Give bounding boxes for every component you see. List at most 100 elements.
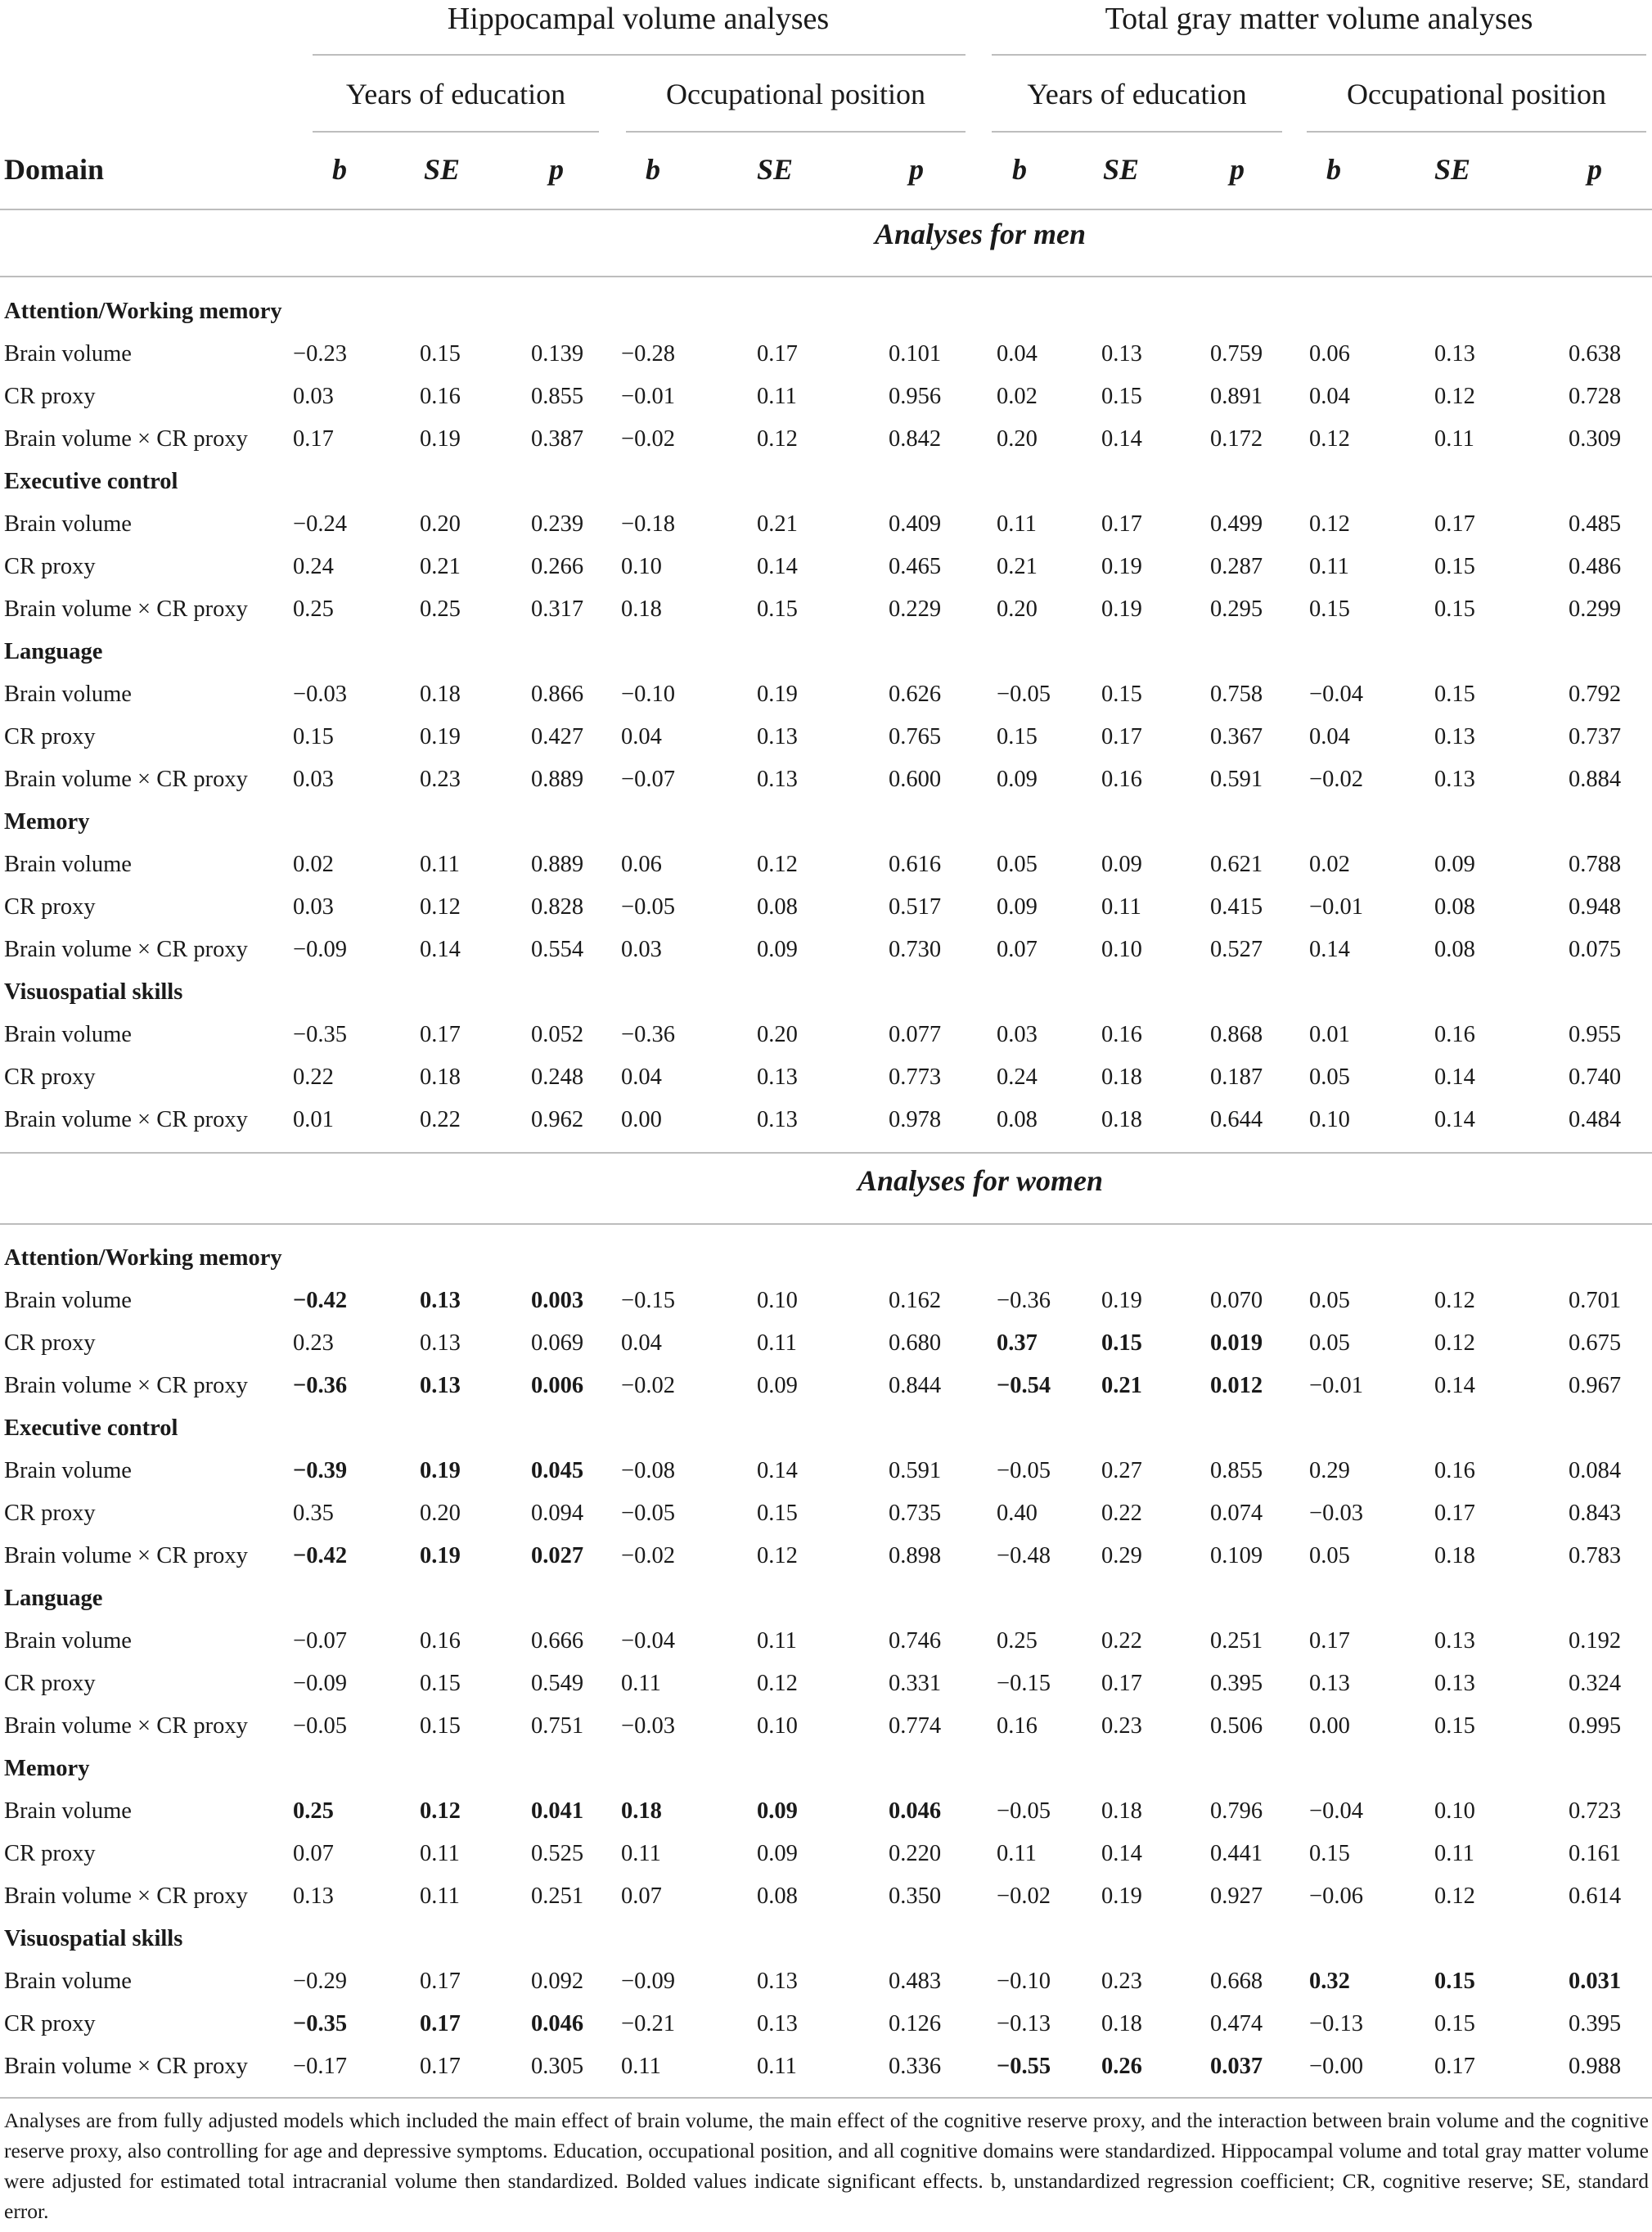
table-cell: −0.24	[293, 511, 347, 537]
table-cell: −0.01	[1309, 1373, 1363, 1398]
table-cell: 0.751	[531, 1713, 584, 1739]
table-cell: −0.02	[621, 426, 675, 452]
table-cell: 0.324	[1569, 1671, 1622, 1696]
table-row: CR proxy −0.09 0.15 0.549 0.11 0.12 0.331 −0.15…	[0, 1663, 1652, 1705]
table-row: Brain volume −0.39 0.19 0.045 −0.08 0.14 0.591…	[0, 1450, 1652, 1492]
table-cell: 0.10	[757, 1288, 798, 1313]
table-cell: 0.04	[997, 341, 1038, 367]
table-cell: 0.746	[889, 1628, 942, 1654]
table-cell: −0.29	[293, 1969, 347, 1994]
row-label: Brain volume × CR proxy	[4, 1107, 248, 1132]
table-cell: 0.12	[1434, 1330, 1475, 1356]
table-cell: 0.486	[1569, 554, 1622, 579]
table-cell: 0.251	[531, 1883, 584, 1909]
table-row: Brain volume −0.35 0.17 0.052 −0.36 0.20 0.077…	[0, 1014, 1652, 1056]
table-cell: 0.828	[531, 894, 584, 920]
table-cell: 0.16	[1101, 1022, 1142, 1047]
domain-row: Executive control	[0, 1407, 1652, 1450]
table-cell: 0.13	[1101, 341, 1142, 367]
table-cell: −0.04	[1309, 682, 1363, 707]
table-cell: 0.13	[757, 1969, 798, 1994]
table-cell: −0.28	[621, 341, 675, 367]
table-cell: 0.13	[757, 767, 798, 792]
table-cell: 0.20	[997, 426, 1038, 452]
table-cell: 0.18	[1434, 1543, 1475, 1568]
table-cell: −0.03	[293, 682, 347, 707]
table-cell: 0.15	[420, 1671, 461, 1696]
table-cell: 0.11	[1101, 894, 1141, 920]
table-cell: 0.03	[293, 384, 334, 409]
domain-name: Language	[4, 1586, 103, 1611]
table-cell: 0.22	[293, 1064, 334, 1090]
table-row: CR proxy 0.03 0.16 0.855 −0.01 0.11 0.956 0.02 0…	[0, 376, 1652, 418]
row-label: CR proxy	[4, 1841, 96, 1866]
table-cell: 0.19	[420, 1458, 461, 1483]
table-cell: −0.04	[1309, 1798, 1363, 1824]
col-header-p-4: p	[1587, 153, 1602, 186]
table-cell: 0.19	[757, 682, 798, 707]
row-label: Brain volume × CR proxy	[4, 1373, 248, 1398]
table-cell: 0.09	[997, 894, 1038, 920]
table-cell: 0.13	[1434, 767, 1475, 792]
table-cell: 0.17	[1101, 1671, 1142, 1696]
table-cell: −0.03	[621, 1713, 675, 1739]
table-cell: 0.18	[1101, 1798, 1142, 1824]
table-cell: −0.09	[293, 937, 347, 962]
table-cell: −0.05	[621, 1501, 675, 1526]
row-label: Brain volume × CR proxy	[4, 426, 248, 452]
table-cell: 0.266	[531, 554, 584, 579]
table-cell: 0.740	[1569, 1064, 1622, 1090]
table-cell: 0.591	[1210, 767, 1263, 792]
table-cell: 0.15	[757, 596, 798, 622]
table-cell: 0.680	[889, 1330, 942, 1356]
table-cell: −0.10	[997, 1969, 1051, 1994]
table-cell: 0.287	[1210, 554, 1263, 579]
table-cell: 0.792	[1569, 682, 1622, 707]
table-row: CR proxy 0.23 0.13 0.069 0.04 0.11 0.680 0.37 0.…	[0, 1322, 1652, 1365]
domain-name: Attention/Working memory	[4, 299, 282, 324]
table-cell: −0.42	[293, 1288, 348, 1313]
table-row: CR proxy 0.24 0.21 0.266 0.10 0.14 0.465 0.21 0.…	[0, 546, 1652, 588]
row-label: CR proxy	[4, 1671, 96, 1696]
table-cell: 0.12	[1309, 511, 1350, 537]
table-cell: −0.10	[621, 682, 675, 707]
table-cell: −0.00	[1309, 2054, 1363, 2079]
table-row: Brain volume × CR proxy −0.09 0.14 0.554 0.0…	[0, 929, 1652, 971]
domain-column-header: Domain	[4, 153, 105, 186]
table-cell: 0.889	[531, 852, 584, 877]
domain-name: Memory	[4, 1756, 90, 1781]
table-cell: 0.19	[1101, 1288, 1142, 1313]
table-cell: 0.10	[1309, 1107, 1350, 1132]
group-header-gray-matter: Total gray matter volume analyses	[1105, 2, 1533, 36]
table-cell: 0.13	[1434, 1671, 1475, 1696]
col-header-se-1: SE	[423, 153, 461, 186]
table-cell: 0.172	[1210, 426, 1263, 452]
table-cell: 0.21	[757, 511, 798, 537]
section-title: Analyses for men	[0, 217, 1652, 251]
table-cell: 0.14	[1434, 1064, 1475, 1090]
col-header-b-3: b	[1012, 153, 1027, 186]
table-cell: 0.331	[889, 1671, 942, 1696]
domain-row: Visuospatial skills	[0, 971, 1652, 1014]
table-cell: 0.03	[293, 894, 334, 920]
domain-row: Executive control	[0, 461, 1652, 503]
table-cell: 0.17	[420, 2011, 461, 2036]
table-cell: 0.19	[420, 724, 461, 749]
table-cell: 0.11	[757, 1628, 797, 1654]
table-cell: 0.759	[1210, 341, 1263, 367]
table-cell: 0.14	[757, 1458, 798, 1483]
col-header-p-3: p	[1230, 153, 1245, 186]
table-cell: 0.17	[757, 341, 798, 367]
table-cell: 0.889	[531, 767, 584, 792]
table-cell: 0.465	[889, 554, 942, 579]
table-cell: 0.19	[1101, 1883, 1142, 1909]
table-cell: 0.15	[1309, 596, 1350, 622]
table-cell: −0.05	[997, 1458, 1051, 1483]
table-cell: 0.24	[293, 554, 334, 579]
subgroup-rule-4	[1307, 131, 1646, 133]
subgroup-header-gm-education: Years of education	[1027, 78, 1247, 110]
table-cell: 0.350	[889, 1883, 942, 1909]
table-cell: 0.12	[1309, 426, 1350, 452]
table-cell: 0.11	[1309, 554, 1349, 579]
